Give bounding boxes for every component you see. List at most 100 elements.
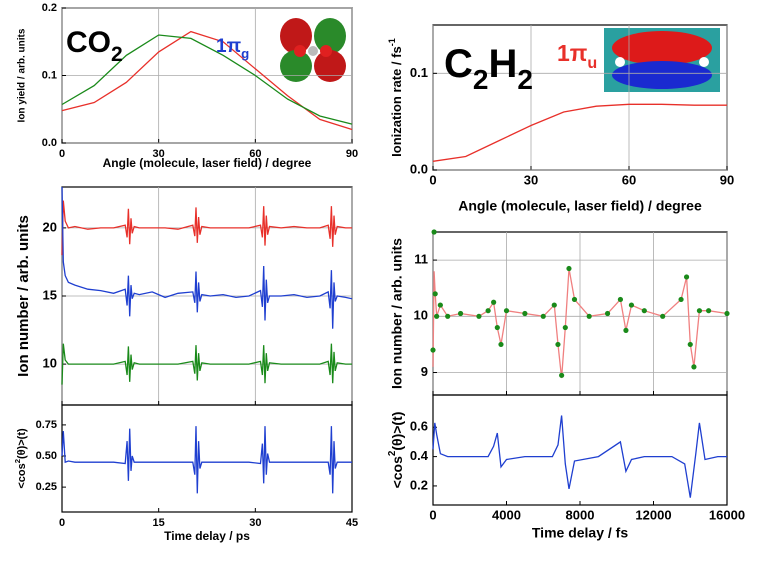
y-tick-label: 0.0 [410,161,428,176]
y-axis-label: <cos2(θ)>(t) [387,412,405,489]
x-tick-label: 90 [720,172,734,187]
data-point [437,302,443,308]
data-line [61,186,353,329]
y-tick-label: 10 [43,356,57,371]
x-tick-label: 0 [429,172,436,187]
y-tick-label: 0.75 [36,419,57,431]
data-point [498,341,504,348]
y-axis-label-part: -1 [387,38,397,46]
plot-frame [432,394,728,506]
data-point [623,327,629,333]
x-axis-label: Angle (molecule, laser field) / degree [458,198,702,214]
annotation: 1πu [557,40,597,72]
y-axis-label-part: (θ)>(t) [16,428,28,459]
data-point [559,372,565,378]
y-axis-label: Ion number / arb. units [389,238,405,389]
data-point [522,310,528,317]
data-line [432,268,728,379]
data-point [445,313,451,319]
x-axis-label: Time delay / ps [164,529,250,543]
annotation-part: 2 [517,64,533,95]
data-point [494,324,500,331]
plot-area [61,186,353,406]
data-point [687,341,693,348]
data-point [586,313,592,319]
data-point [555,341,561,348]
data-point [485,308,491,314]
data-point [571,296,578,303]
data-point [457,310,464,317]
annotation-part: CO [66,26,111,59]
data-point [628,302,635,308]
x-tick-label: 60 [622,172,636,187]
y-axis-label: Ionization rate / fs-1 [387,38,404,157]
data-point [491,299,497,305]
data-point [724,310,730,317]
annotation-part: g [241,46,249,61]
y-tick-label: 0.2 [410,477,428,492]
x-tick-label: 15 [153,517,165,529]
y-axis-label: Ion number / arb. units [15,215,32,377]
y-axis-label-part: <cos [389,456,405,489]
x-tick-label: 16000 [709,507,745,522]
data-line [432,415,727,498]
x-tick-label: 30 [524,172,538,187]
y-tick-label: 15 [43,287,57,302]
x-tick-label: 60 [249,148,261,160]
data-point [431,229,437,235]
x-tick-label: 4000 [492,507,521,522]
data-point [706,308,712,314]
y-axis-label: Ion yield / arb. units [17,28,28,122]
y-tick-label: 0.25 [36,481,57,493]
data-line [61,426,352,494]
data-point [604,310,611,317]
data-point [683,274,690,280]
annotation-part: u [587,54,597,72]
plot-area [61,404,353,513]
y-tick-label: 0.0 [42,137,57,149]
data-point [540,313,546,319]
data-point [641,308,647,314]
co2-orbital-image [280,18,346,82]
y-tick-label: 11 [414,252,428,267]
x-tick-label: 0 [59,517,65,529]
annotation-part: H [488,42,517,86]
y-axis-label-part: <cos [16,463,28,488]
x-axis-label: Angle (molecule, laser field) / degree [103,156,312,170]
y-tick-label: 0.50 [36,450,57,462]
x-tick-label: 45 [346,517,358,529]
data-point [696,308,703,314]
annotation-part: C [444,42,473,86]
annotation-part: 2 [473,64,489,95]
y-axis-label-part: 2 [387,450,398,456]
plot-area [432,394,728,506]
data-point [617,296,624,303]
plot-area [432,24,728,171]
data-line [61,343,352,385]
data-line [432,103,727,162]
data-point [566,265,572,272]
data-point [476,313,482,319]
y-tick-label: 0.2 [42,2,57,14]
x-tick-label: 90 [346,148,358,160]
plot-area [61,7,353,144]
annotation: CO2 [66,26,123,66]
x-tick-label: 0 [59,148,65,160]
y-tick-label: 20 [43,219,57,234]
data-point [660,313,666,319]
y-tick-label: 0.6 [410,419,428,434]
y-axis-label-part: Ionization rate / fs [389,46,404,157]
data-line [61,34,353,125]
y-tick-label: 10 [414,308,428,323]
data-point [430,347,436,353]
data-point [678,296,684,303]
y-axis-label: <cos2(θ)>(t) [13,428,28,489]
annotation-part: 1π [557,40,587,66]
data-point [434,313,440,319]
y-tick-label: 0.1 [410,65,428,80]
data-point [691,364,697,370]
plot-frame [61,404,353,513]
y-tick-label: 0.1 [42,69,57,81]
x-tick-label: 30 [249,517,261,529]
